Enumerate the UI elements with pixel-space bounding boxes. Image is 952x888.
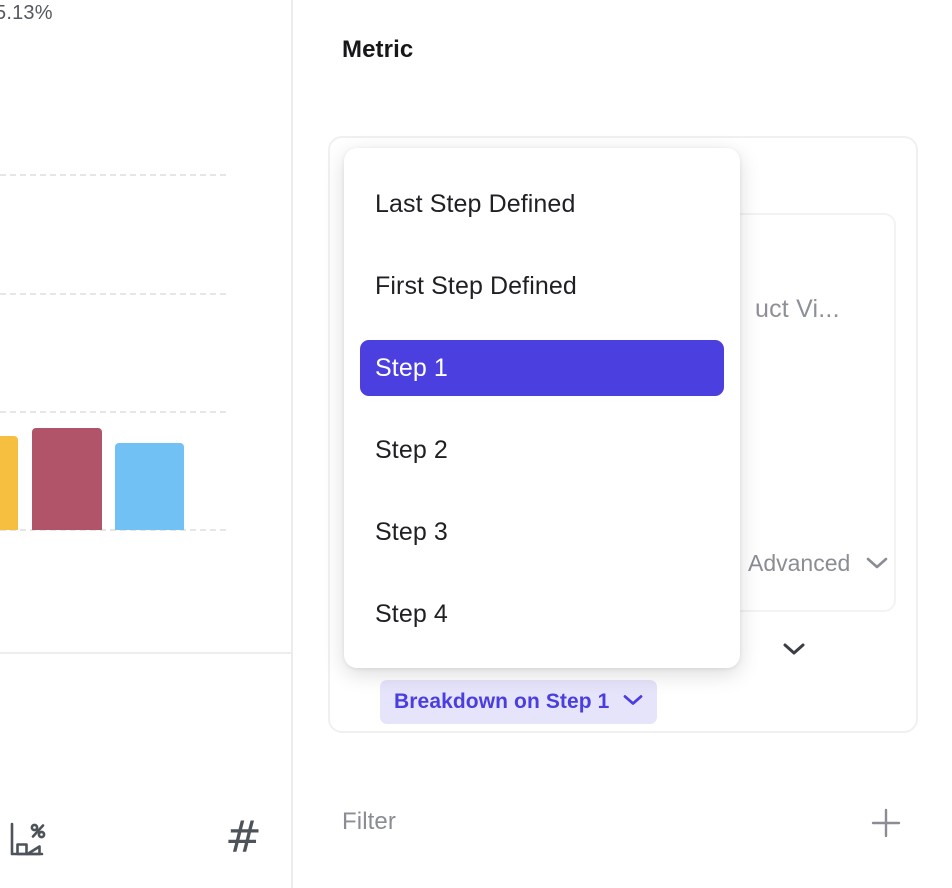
filter-section-title: Filter (342, 808, 396, 835)
dropdown-option[interactable]: Last Step Defined (375, 189, 576, 218)
dropdown-option[interactable]: Step 2 (375, 435, 448, 464)
add-filter-button[interactable] (868, 805, 904, 841)
percent-chart-icon[interactable] (6, 818, 50, 867)
event-name-label: uct Vi... (755, 295, 840, 323)
dropdown-option[interactable]: Step 3 (375, 517, 448, 546)
dropdown-option[interactable]: Step 4 (375, 599, 448, 628)
breakdown-pill-label: Breakdown on Step 1 (394, 690, 610, 713)
chart-gridline (0, 529, 226, 531)
chart-series-label: a · 25.13% (0, 2, 53, 24)
chart-panel: a · 25.13% # (0, 0, 293, 888)
hash-icon[interactable]: # (225, 812, 262, 863)
dropdown-option-selected[interactable]: Step 1 (360, 340, 724, 396)
breakdown-pill-button[interactable]: Breakdown on Step 1 (380, 680, 658, 724)
chart-gridline (0, 293, 226, 295)
advanced-label: Advanced (748, 550, 851, 576)
chart-gridline (0, 411, 226, 413)
dropdown-option[interactable]: First Step Defined (375, 271, 577, 300)
chart-gridline (0, 174, 226, 176)
chart-bar[interactable] (115, 443, 184, 530)
chart-bar[interactable] (0, 436, 18, 530)
panel-scrollbar-track[interactable] (271, 0, 289, 888)
step-select-option-list: Last Step Defined First Step Defined Ste… (344, 148, 740, 666)
advanced-toggle[interactable]: Advanced (748, 550, 890, 577)
collapse-chevron-icon[interactable] (781, 641, 807, 662)
metric-section-title: Metric (342, 36, 414, 63)
chevron-down-icon (864, 550, 890, 577)
step-select-dropdown[interactable]: Last Step Defined First Step Defined Ste… (344, 148, 740, 668)
chevron-down-icon (622, 693, 644, 712)
chart-bar[interactable] (32, 428, 102, 530)
funnel-chart-card: a · 25.13% (0, 0, 291, 654)
